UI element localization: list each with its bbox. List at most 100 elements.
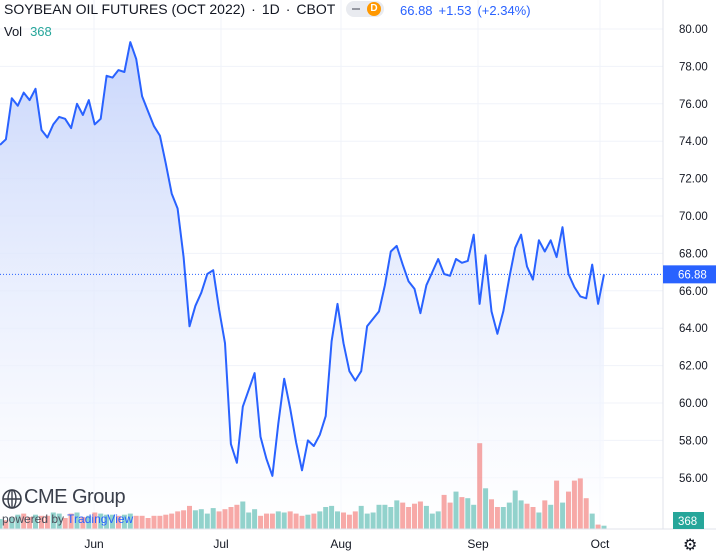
volume-bar: [447, 502, 453, 529]
volume-bar: [346, 514, 352, 529]
volume-bar: [382, 504, 388, 529]
volume-bar: [394, 500, 400, 529]
volume-bar: [275, 511, 281, 529]
quote-values: 66.88 +1.53 (+2.34%): [400, 3, 537, 18]
volume-bar: [406, 507, 412, 529]
powered-by-label: powered by: [2, 512, 65, 526]
axis-badges: 66.88 368: [663, 265, 716, 529]
interval[interactable]: 1D: [261, 1, 280, 17]
volume-bar: [15, 514, 21, 529]
volume-bar: [151, 515, 157, 529]
price-tick-label: 74.00: [679, 136, 708, 148]
volume-bar: [92, 512, 98, 529]
price-series-line: [0, 41, 605, 477]
last-price-badge: [663, 265, 716, 284]
volume-bar: [494, 507, 500, 529]
volume-bar: [21, 513, 27, 529]
volume-bar: [352, 511, 358, 529]
tradingview-link[interactable]: TradingView: [67, 512, 134, 526]
symbol-name[interactable]: SOYBEAN OIL FUTURES (OCT 2022): [4, 1, 246, 17]
volume-bar: [471, 504, 477, 529]
volume-bar: [80, 516, 86, 529]
price-change-percent: (+2.34%): [477, 3, 531, 18]
volume-bar: [329, 505, 335, 529]
chart-header: SOYBEAN OIL FUTURES (OCT 2022) · 1D · CBOT: [4, 1, 341, 17]
price-area: [0, 42, 604, 529]
volume-bar: [465, 498, 471, 529]
volume-bar: [98, 513, 104, 529]
last-price: 66.88: [400, 3, 433, 18]
volume-bar: [3, 520, 9, 529]
volume-bar: [341, 512, 346, 529]
volume-bar: [595, 524, 601, 529]
volume-bar: [358, 505, 364, 529]
globe-icon: [2, 489, 22, 509]
volume-bar: [104, 514, 110, 529]
volume-bar: [518, 500, 524, 529]
volume-bar: [121, 514, 127, 529]
minus-icon: [352, 8, 360, 10]
volume-bar: [364, 513, 370, 529]
volume-bar: [204, 513, 210, 529]
volume-bar: [157, 515, 163, 529]
volume-bar: [228, 507, 234, 529]
volume-bar: [163, 514, 169, 529]
volume-bar: [234, 504, 240, 529]
volume-bar: [62, 518, 68, 529]
volume-bar: [27, 516, 33, 529]
volume-bar: [68, 513, 74, 529]
volume-label: Vol: [4, 24, 23, 39]
volume-bar: [44, 515, 50, 529]
volume-bar: [500, 507, 506, 529]
volume-bar: [601, 525, 607, 529]
volume-bar: [311, 513, 317, 529]
volume-bar: [583, 498, 589, 529]
price-tick-label: 78.00: [679, 61, 708, 73]
volume-bar: [429, 513, 435, 529]
price-change: +1.53: [438, 3, 472, 18]
volume-bar: [246, 512, 252, 529]
volume-bar: [370, 512, 376, 529]
time-tick-label: Oct: [591, 537, 610, 551]
volume-bar: [512, 490, 518, 529]
price-tick-label: 72.00: [679, 174, 708, 186]
volume-bar: [198, 509, 204, 529]
time-tick-label: Jul: [213, 537, 228, 551]
volume-bar: [489, 499, 494, 529]
volume-bar: [577, 478, 583, 529]
volume-bar: [423, 505, 429, 529]
volume-bar: [293, 513, 299, 529]
powered-by[interactable]: powered by TradingView: [2, 512, 133, 526]
volume-bar: [9, 516, 15, 529]
volume-bar: [317, 511, 323, 529]
volume-legend[interactable]: Vol 368: [4, 24, 52, 39]
volume-bar: [39, 515, 44, 529]
volume-bar: [252, 509, 258, 529]
volume-bar: [554, 480, 560, 529]
settings-gear-icon[interactable]: ⚙: [683, 537, 698, 554]
volume-badge-text: 368: [678, 516, 697, 528]
volume-bar: [400, 502, 406, 529]
volume-bar: [281, 512, 287, 529]
market-status-pill[interactable]: D: [346, 1, 384, 17]
volume-bar: [169, 513, 175, 529]
separator: ·: [251, 1, 256, 17]
volume-bar: [258, 515, 264, 529]
volume-bar: [453, 491, 459, 529]
volume-bar: [269, 513, 275, 529]
time-tick-label: Aug: [330, 537, 351, 551]
price-tick-label: 76.00: [679, 99, 708, 111]
volume-bar: [175, 511, 181, 529]
volume-bar: [181, 510, 187, 529]
volume-bar: [192, 510, 198, 529]
price-line: [0, 41, 605, 477]
volume-bar: [459, 497, 465, 529]
volume-value: 368: [30, 24, 52, 39]
volume-bar: [110, 514, 115, 529]
volume-bar: [0, 519, 3, 529]
volume-bar: [441, 494, 447, 529]
last-price-badge-text: 66.88: [678, 269, 707, 281]
price-tick-label: 64.00: [679, 323, 708, 335]
volume-bar: [412, 503, 417, 529]
